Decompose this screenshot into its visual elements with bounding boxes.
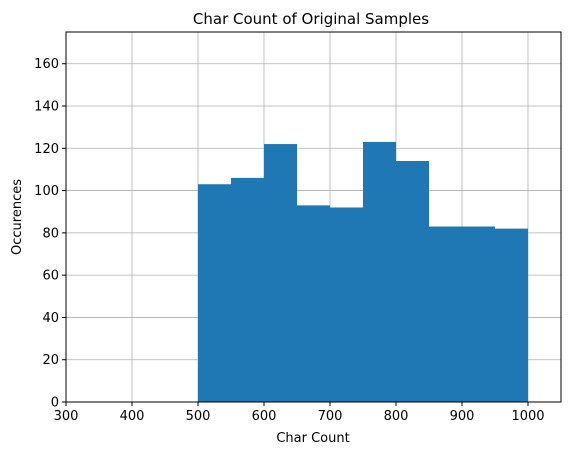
bar-1 (231, 177, 264, 402)
y-tick-label: 140 (34, 100, 59, 115)
y-tick-label: 160 (34, 57, 59, 72)
bar-2 (264, 144, 297, 403)
y-axis-label: Occurences (10, 179, 25, 255)
y-tick-label: 60 (42, 269, 59, 284)
plot-frame (65, 31, 562, 403)
y-tick-label: 100 (34, 184, 59, 199)
y-tick-label: 120 (34, 142, 59, 157)
bar-7 (429, 226, 462, 402)
bar-3 (297, 205, 330, 402)
x-tick-label: 700 (318, 409, 343, 424)
x-tick-label: 500 (186, 409, 211, 424)
x-tick-label: 900 (450, 409, 475, 424)
bar-0 (198, 184, 231, 402)
x-axis-label: Char Count (276, 431, 349, 446)
x-tick-label: 800 (384, 409, 409, 424)
y-ticks: 0 20 40 60 80 100 120 140 160 (34, 57, 66, 411)
y-tick-label: 0 (51, 396, 59, 411)
bars (198, 141, 528, 403)
y-tick-label: 40 (42, 311, 59, 326)
y-tick-label: 80 (42, 226, 59, 241)
bar-5 (363, 141, 396, 402)
bar-4 (330, 207, 363, 402)
bar-8 (462, 226, 495, 402)
bar-6 (396, 160, 429, 402)
x-ticks: 300 400 500 600 700 800 900 1000 (54, 402, 545, 424)
chart-title: Char Count of Original Samples (193, 10, 429, 28)
x-tick-label: 600 (252, 409, 277, 424)
x-tick-label: 1000 (511, 409, 544, 424)
x-tick-label: 300 (54, 409, 79, 424)
x-tick-label: 400 (120, 409, 145, 424)
y-tick-label: 20 (42, 353, 59, 368)
bar-9 (495, 228, 528, 402)
